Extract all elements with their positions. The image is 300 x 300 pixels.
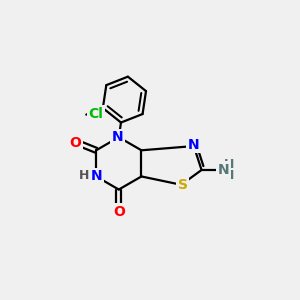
Text: S: S	[178, 178, 188, 192]
Text: H: H	[79, 169, 89, 182]
Text: N: N	[112, 130, 123, 144]
Text: O: O	[69, 136, 81, 150]
Text: O: O	[113, 205, 125, 219]
Text: N: N	[188, 138, 200, 152]
Text: H: H	[224, 158, 234, 171]
Text: N: N	[90, 169, 102, 184]
Text: H: H	[224, 169, 234, 182]
Text: Cl: Cl	[88, 107, 103, 121]
Text: N: N	[218, 163, 230, 177]
